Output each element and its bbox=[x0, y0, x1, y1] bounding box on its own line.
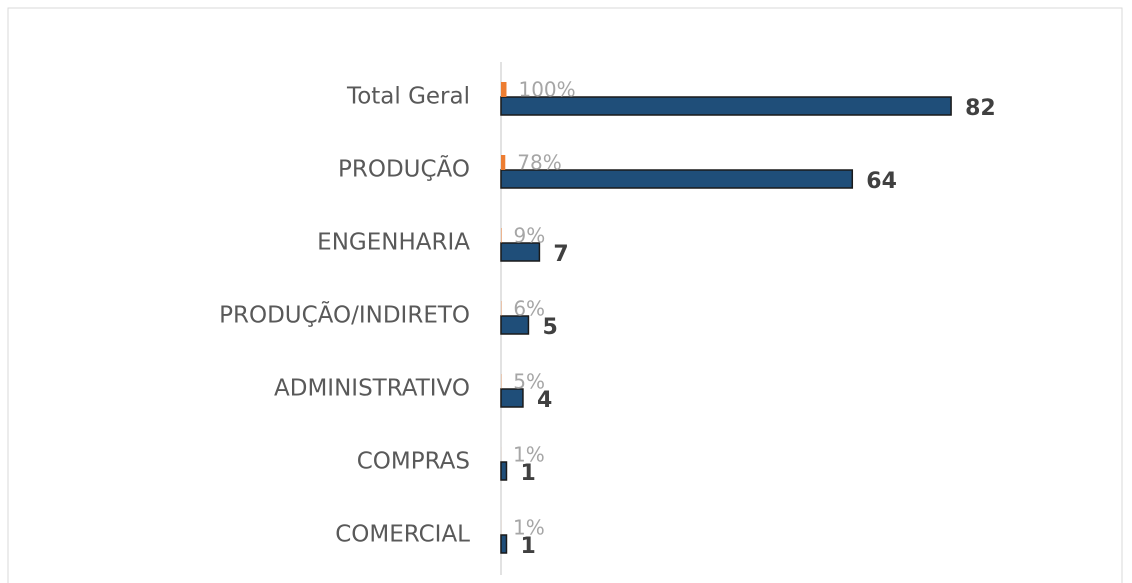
bar bbox=[501, 82, 507, 97]
bar bbox=[500, 461, 508, 481]
percent-label: 6% bbox=[513, 297, 545, 321]
percent-label: 1% bbox=[513, 443, 545, 467]
category-label: COMERCIAL bbox=[335, 522, 470, 548]
bar bbox=[500, 169, 854, 189]
category-label: Total Geral bbox=[346, 84, 470, 110]
bar bbox=[500, 96, 952, 116]
category-label: PRODUÇÃO/INDIRETO bbox=[219, 301, 470, 329]
category-label: ADMINISTRATIVO bbox=[274, 376, 470, 402]
value-label: 1 bbox=[520, 461, 535, 486]
value-label: 4 bbox=[537, 388, 552, 413]
percent-label: 5% bbox=[513, 370, 545, 394]
percent-label: 1% bbox=[513, 516, 545, 540]
bar bbox=[500, 242, 541, 262]
value-label: 64 bbox=[866, 169, 897, 194]
category-label: COMPRAS bbox=[357, 449, 470, 475]
percent-label: 9% bbox=[513, 224, 545, 248]
category-label: ENGENHARIA bbox=[317, 230, 470, 256]
bar bbox=[501, 155, 506, 170]
bar bbox=[500, 534, 508, 554]
category-label: PRODUÇÃO bbox=[338, 155, 470, 183]
value-label: 5 bbox=[542, 315, 557, 340]
bar bbox=[500, 315, 530, 335]
percent-label: 78% bbox=[517, 151, 561, 175]
value-label: 1 bbox=[520, 534, 535, 559]
value-label: 7 bbox=[553, 242, 568, 267]
percent-label: 100% bbox=[518, 78, 575, 102]
value-label: 82 bbox=[965, 96, 996, 121]
bar bbox=[500, 388, 524, 408]
